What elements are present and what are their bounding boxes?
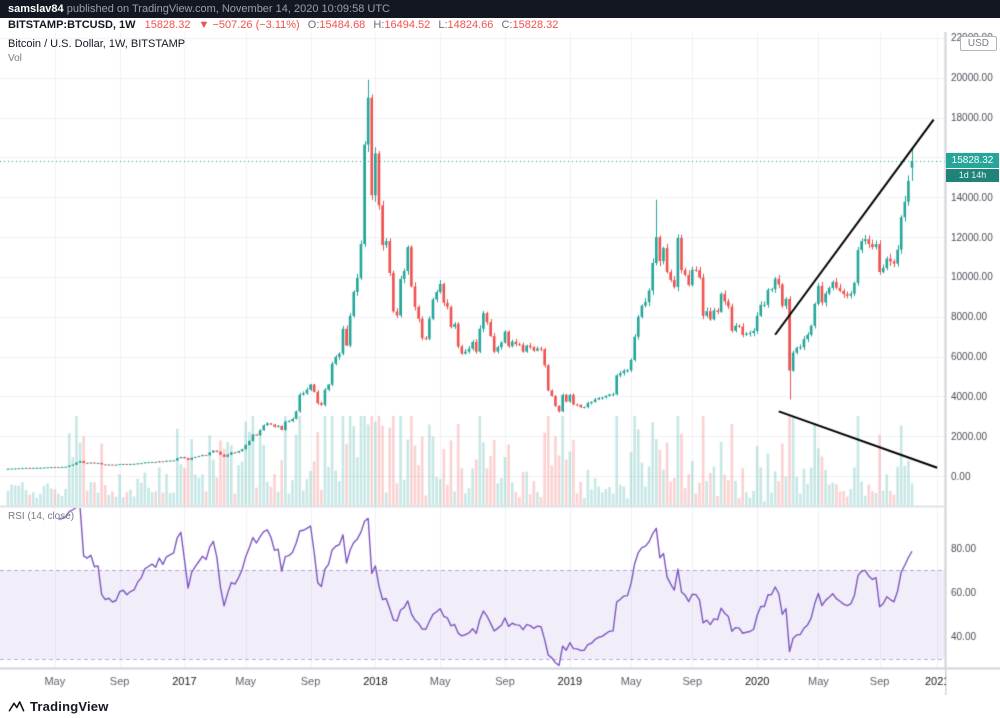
high-label: H: xyxy=(373,19,385,31)
open-label: O: xyxy=(307,19,320,31)
price-chart-canvas[interactable] xyxy=(0,32,1000,695)
currency-axis-badge[interactable]: USD xyxy=(959,36,997,51)
bar-countdown-label: 1d 14h xyxy=(946,169,999,182)
low-label: L: xyxy=(438,19,448,31)
publisher-username[interactable]: samslav84 xyxy=(8,3,64,15)
close-label: C: xyxy=(501,19,513,31)
close-value: 15828.32 xyxy=(512,19,559,31)
last-price-axis-label: 15828.32 xyxy=(946,153,999,168)
publish-bar: samslav84 published on TradingView.com, … xyxy=(0,0,1000,18)
publish-info-text: published on TradingView.com, November 1… xyxy=(63,3,390,15)
open-value: 15484.68 xyxy=(319,19,366,31)
high-value: 16494.52 xyxy=(384,19,431,31)
last-price-value: 15828.32 xyxy=(144,19,191,31)
price-change-value: ▼ −507.26 (−3.11%) xyxy=(198,19,300,31)
footer-bar: TradingView xyxy=(0,695,1000,718)
tradingview-logo-text[interactable]: TradingView xyxy=(30,699,109,714)
symbol-name: BITSTAMP:BTCUSD, 1W xyxy=(8,19,136,31)
tradingview-logo-icon[interactable] xyxy=(8,698,25,715)
low-value: 14824.66 xyxy=(447,19,494,31)
symbol-info-bar: BITSTAMP:BTCUSD, 1W 15828.32 ▼ −507.26 (… xyxy=(0,18,1000,32)
